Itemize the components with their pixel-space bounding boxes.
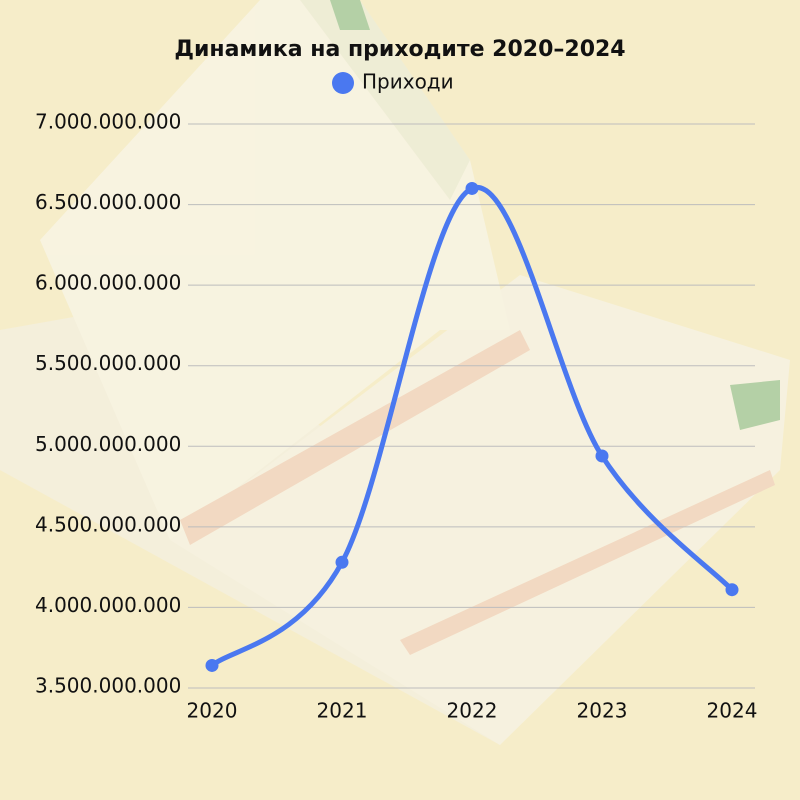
legend-label: Приходи bbox=[362, 70, 454, 94]
y-tick-label: 4.000.000.000 bbox=[35, 593, 181, 617]
x-tick-label: 2020 bbox=[187, 699, 238, 723]
legend-marker bbox=[332, 72, 354, 94]
data-point bbox=[205, 658, 219, 672]
data-point bbox=[335, 555, 349, 569]
book-decoration bbox=[0, 0, 790, 745]
x-tick-label: 2023 bbox=[577, 699, 628, 723]
data-point bbox=[725, 583, 739, 597]
y-tick-label: 3.500.000.000 bbox=[35, 674, 181, 698]
y-tick-label: 7.000.000.000 bbox=[35, 110, 181, 134]
x-tick-label: 2022 bbox=[447, 699, 498, 723]
data-point bbox=[595, 449, 609, 463]
y-tick-label: 6.000.000.000 bbox=[35, 271, 181, 295]
y-tick-label: 5.000.000.000 bbox=[35, 432, 181, 456]
x-tick-label: 2021 bbox=[317, 699, 368, 723]
x-tick-label: 2024 bbox=[707, 699, 758, 723]
plot-area: 3.500.000.000 4.000.000.000 4.500.000.000 5… bbox=[35, 70, 757, 723]
y-tick-label: 4.500.000.000 bbox=[35, 512, 181, 536]
y-tick-label: 5.500.000.000 bbox=[35, 351, 181, 375]
chart-title: Динамика на приходите 2020–2024 bbox=[174, 37, 625, 62]
y-tick-label: 6.500.000.000 bbox=[35, 190, 181, 214]
data-point bbox=[465, 181, 479, 195]
